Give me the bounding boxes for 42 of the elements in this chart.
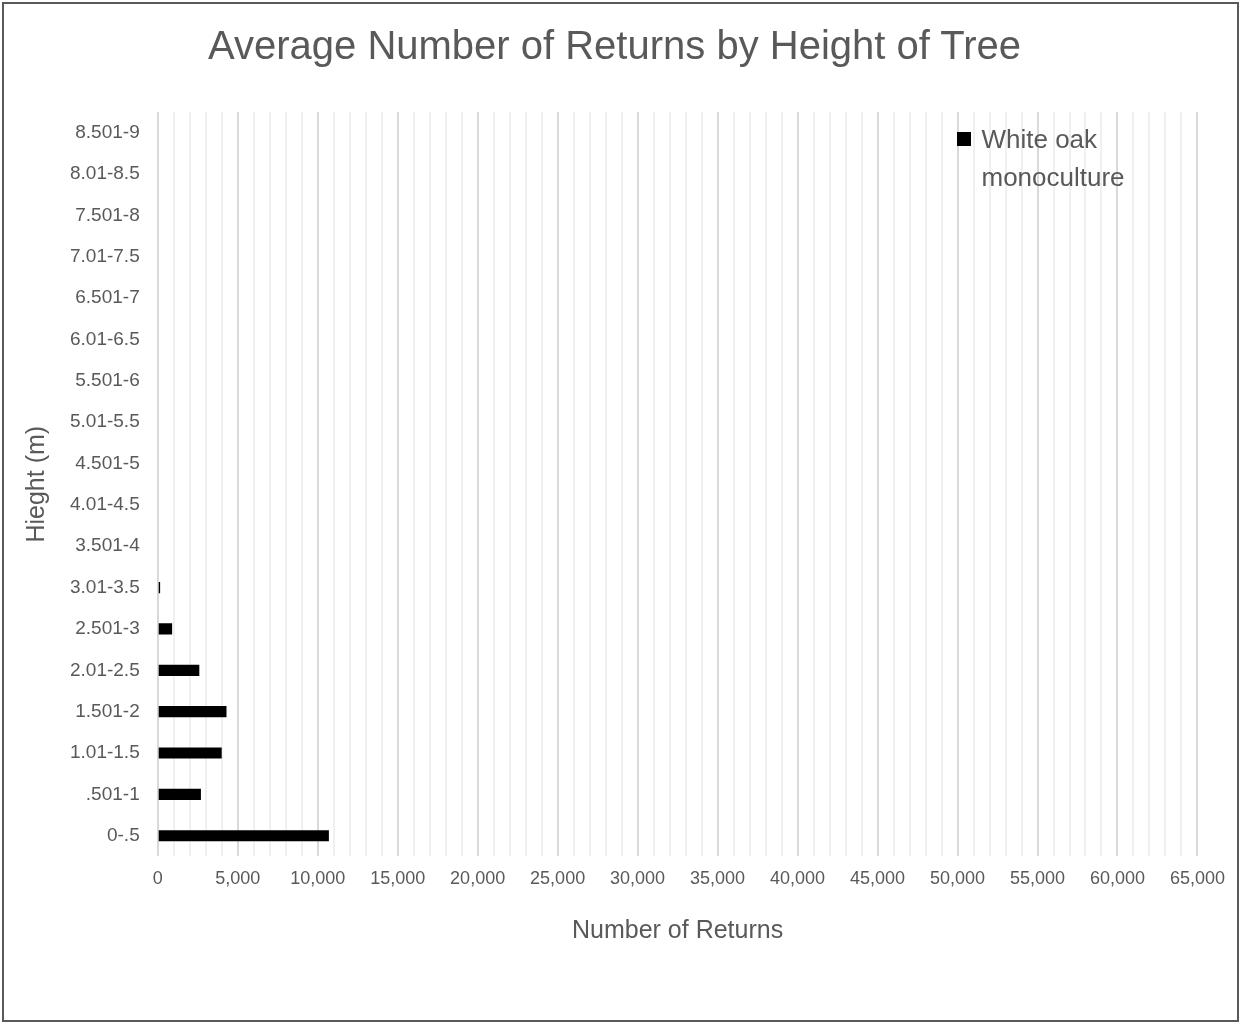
x-tick-label: 10,000 <box>290 868 346 889</box>
y-tick-label: 4.501-5 <box>75 451 140 473</box>
x-axis-title: Number of Returns <box>571 914 784 943</box>
x-tick-label: 15,000 <box>370 868 426 889</box>
y-tick-label: 4.01-4.5 <box>69 493 140 515</box>
y-tick-label: 8.01-8.5 <box>69 162 140 184</box>
bar <box>158 788 201 800</box>
y-tick-label: 8.501-9 <box>75 120 140 142</box>
x-tick-label: 5,000 <box>215 868 261 889</box>
y-tick-label: 6.01-6.5 <box>69 327 140 349</box>
y-tick-label: 5.01-5.5 <box>69 410 140 432</box>
bar <box>158 830 329 842</box>
y-tick-label: 2.501-3 <box>75 617 140 639</box>
bar <box>158 664 200 676</box>
y-tick-label: 2.01-2.5 <box>69 658 140 680</box>
legend-label: White oak monoculture <box>981 123 1126 194</box>
y-tick-label: 3.501-4 <box>75 534 141 556</box>
x-tick-label: 35,000 <box>690 868 746 889</box>
x-tick-label: 0 <box>152 868 163 889</box>
x-tick-label: 50,000 <box>930 868 986 889</box>
x-tick-label: 45,000 <box>850 868 906 889</box>
y-tick-label: .501-1 <box>85 782 140 804</box>
x-tick-label: 40,000 <box>770 868 826 889</box>
x-tick-label: 55,000 <box>1009 868 1066 889</box>
y-tick-label: 3.01-3.5 <box>69 575 140 597</box>
y-tick-label: 7.501-8 <box>75 203 140 225</box>
x-tick-label: 65,000 <box>1169 868 1225 889</box>
y-tick-label: 7.01-7.5 <box>69 244 140 266</box>
chart-title: Average Number of Returns by Height of Tree <box>207 23 1022 68</box>
bar <box>158 706 227 718</box>
y-tick-label: 1.501-2 <box>75 699 140 721</box>
x-tick-label: 25,000 <box>530 868 586 889</box>
x-tick-label: 30,000 <box>610 868 666 889</box>
y-tick-label: 1.01-1.5 <box>69 741 140 763</box>
y-tick-label: 6.501-7 <box>75 286 140 308</box>
x-tick-label: 20,000 <box>450 868 506 889</box>
y-axis-title: Hieght (m) <box>20 425 49 543</box>
x-tick-label: 60,000 <box>1089 868 1146 889</box>
y-tick-label: 5.501-6 <box>75 369 140 391</box>
bar <box>158 623 173 635</box>
bar <box>158 747 222 759</box>
y-tick-label: 0-.5 <box>106 823 140 845</box>
